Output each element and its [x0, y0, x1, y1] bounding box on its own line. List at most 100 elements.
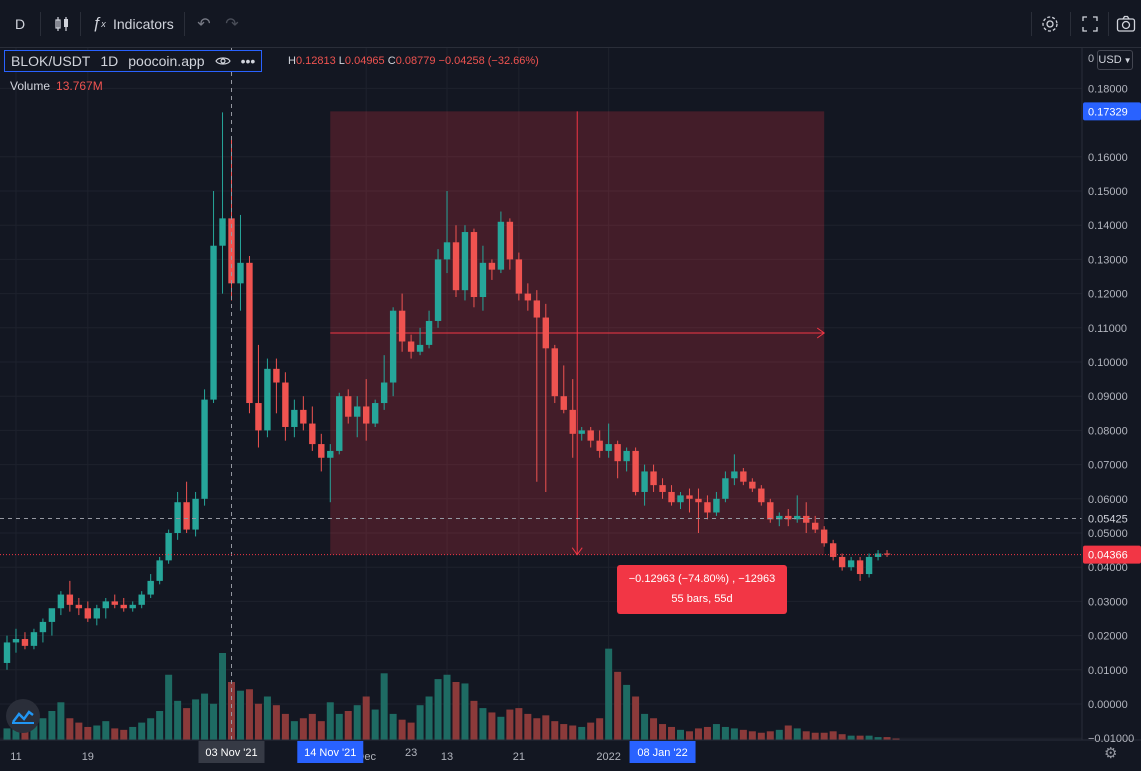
price-tick-label: 0.07000 [1088, 460, 1128, 472]
volume-bar [308, 713, 316, 740]
volume-bar [703, 726, 711, 740]
candle-body [820, 529, 828, 544]
candle-body [452, 242, 460, 291]
toolbar-separator [1031, 12, 1032, 36]
candle-body [686, 495, 693, 499]
volume-bar [165, 674, 173, 740]
volume-bar [506, 709, 514, 740]
candle-body [479, 262, 487, 298]
candle-body [704, 502, 711, 513]
eye-icon[interactable] [214, 55, 231, 67]
volume-bar [730, 728, 738, 740]
candle-body [354, 406, 361, 417]
high-key: H [288, 55, 296, 67]
tradingview-logo-icon[interactable] [6, 699, 40, 733]
candle-body [713, 498, 720, 513]
volume-bar [290, 721, 298, 740]
volume-bar [497, 716, 505, 740]
interval-button[interactable]: D [14, 16, 26, 32]
volume-bar [452, 682, 460, 740]
price-tick-label: 0.05000 [1088, 528, 1128, 540]
candle-body [749, 481, 756, 489]
volume-bar [111, 728, 119, 740]
candle-body [219, 218, 226, 246]
volume-bar [757, 732, 765, 740]
candle-body [273, 368, 280, 383]
volume-bar [515, 708, 523, 740]
settings-gear-icon[interactable] [1038, 0, 1062, 48]
price-axis: 0.18000 0.16000 0.15000 0.14000 0.13000 0.120… [1083, 53, 1141, 745]
volume-bar [623, 684, 631, 740]
volume-bar [272, 705, 280, 740]
candle-body [210, 245, 217, 400]
more-options-icon[interactable]: ••• [240, 53, 256, 69]
candle-body [695, 498, 702, 503]
candle-body [659, 485, 666, 492]
volume-bar [865, 735, 873, 740]
fullscreen-icon[interactable] [1078, 0, 1102, 48]
volume-bar [156, 711, 164, 740]
time-tick-label: 11 [10, 751, 21, 763]
volume-bar [802, 731, 810, 740]
candle-body [3, 642, 11, 663]
volume-bar [587, 722, 595, 740]
candle-body [129, 604, 136, 609]
camera-snapshot-icon[interactable] [1114, 0, 1138, 48]
volume-bar [236, 690, 244, 740]
candle-body [722, 478, 729, 499]
price-tick-label: 0.00000 [1088, 699, 1128, 711]
candle-style-icon[interactable] [48, 0, 76, 48]
chart-grid [0, 48, 1082, 740]
indicators-button[interactable]: Indicators [113, 16, 174, 32]
volume-label: Volume [10, 79, 51, 93]
candle-body [614, 444, 621, 462]
volume-bar [371, 709, 379, 740]
symbol-interval: 1D [100, 53, 119, 69]
redo-icon[interactable]: ↷ [225, 16, 239, 33]
undo-icon[interactable]: ↶ [197, 16, 211, 33]
candle-body [398, 310, 406, 342]
volume-bar [416, 705, 424, 740]
price-axis-top-label: 0 [1088, 53, 1094, 65]
volume-bar [641, 713, 649, 740]
candle-body [856, 560, 864, 575]
candle-body [237, 262, 244, 284]
volume-bar [479, 708, 487, 740]
symbol-name[interactable]: BLOK/USDT [11, 53, 91, 69]
volume-bar [820, 732, 828, 740]
volume-bar [39, 718, 47, 740]
symbol-box[interactable]: BLOK/USDT 1D poocoin.app ••• [4, 50, 263, 72]
candle-body [641, 471, 648, 492]
time-tick-label: 13 [441, 751, 453, 763]
toolbar-separator [40, 12, 41, 36]
measure-change: −0.12963 (−74.80%) , −12963 [628, 573, 776, 585]
volume-bar [470, 700, 478, 740]
candle-body [407, 341, 415, 352]
volume-bar [210, 703, 218, 740]
axis-settings-gear-icon[interactable]: ⚙ [1104, 745, 1118, 762]
currency-label: USD [1098, 54, 1122, 66]
price-label: 0.04366 [1088, 550, 1128, 562]
candle-body [21, 639, 29, 646]
low-key: L [338, 55, 345, 67]
time-highlight-label: 03 Nov '21 [205, 747, 257, 759]
candle-body [461, 232, 469, 291]
candle-body [156, 560, 163, 581]
volume-bar [712, 724, 720, 740]
candle-body [336, 396, 343, 451]
price-tick-label: 0.18000 [1088, 83, 1128, 95]
volume-bar [407, 722, 415, 740]
volume-bar [668, 726, 676, 740]
candle-body [587, 430, 594, 441]
price-tick-label: 0.04000 [1088, 562, 1128, 574]
currency-selector[interactable]: USD ▼ [1097, 50, 1133, 70]
chevron-down-icon: ▼ [1123, 55, 1132, 65]
toolbar-separator [1070, 12, 1071, 36]
volume-bar [129, 726, 137, 740]
volume-bar [614, 671, 622, 740]
candle-body [282, 382, 289, 427]
volume-bar [551, 721, 559, 740]
